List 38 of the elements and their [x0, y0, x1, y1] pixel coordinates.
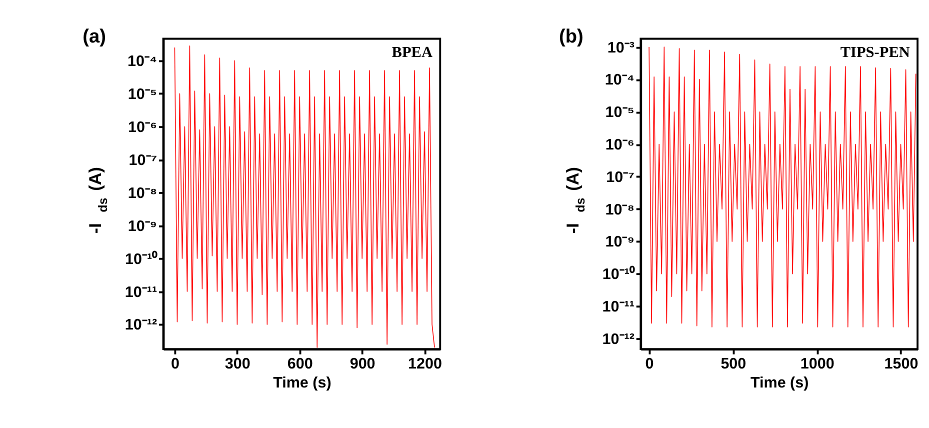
- y-tick-label: 10⁻⁸: [128, 184, 158, 202]
- y-tick-label: 10⁻⁶: [128, 118, 158, 136]
- x-tick-label: 1500: [884, 356, 918, 373]
- y-axis-title: -Ids (A): [85, 167, 110, 234]
- line-series: [648, 46, 916, 328]
- y-tick-label: 10⁻¹⁰: [124, 250, 158, 268]
- x-tick-label: 0: [645, 356, 654, 373]
- annotation: TIPS-PEN: [840, 44, 910, 61]
- x-tick-label: 1000: [800, 356, 834, 373]
- y-tick-label: 10⁻¹²: [124, 316, 158, 334]
- text: (b): [558, 26, 584, 48]
- y-tick-label: 10⁻³: [607, 39, 634, 56]
- y-tick-label: 10⁻⁴: [128, 52, 158, 70]
- y-tick-label: 10⁻¹¹: [124, 284, 158, 301]
- y-tick-label: 10⁻⁹: [128, 218, 158, 235]
- x-tick-label: 1200: [408, 356, 442, 373]
- y-tick-label: 10⁻⁶: [605, 136, 634, 154]
- x-tick-label: 600: [287, 356, 313, 373]
- x-axis-title: Time (s): [750, 374, 809, 392]
- y-axis-title: -Ids (A): [562, 167, 588, 234]
- y-tick-label: 10⁻⁵: [128, 86, 158, 103]
- x-tick-label: 900: [350, 356, 376, 373]
- y-tick-label: 10⁻⁷: [606, 168, 634, 186]
- x-axis-title: Time (s): [273, 374, 332, 392]
- y-tick-label: 10⁻⁴: [604, 72, 634, 89]
- x-tick-label: 0: [170, 356, 180, 373]
- y-tick-label: 10⁻¹²: [602, 330, 634, 348]
- y-tick-label: 10⁻⁹: [605, 234, 634, 251]
- text: (a): [82, 26, 106, 48]
- x-tick-label: 500: [720, 356, 746, 373]
- x-tick-label: 300: [224, 356, 250, 373]
- line-series: [174, 45, 435, 348]
- y-tick-label: 10⁻⁵: [605, 104, 634, 122]
- y-tick-label: 10⁻¹⁰: [602, 265, 636, 284]
- y-tick-label: 10⁻¹¹: [602, 298, 634, 316]
- y-tick-label: 10⁻⁸: [605, 201, 634, 218]
- y-tick-label: 10⁻⁷: [128, 152, 158, 169]
- annotation: BPEA: [392, 44, 433, 61]
